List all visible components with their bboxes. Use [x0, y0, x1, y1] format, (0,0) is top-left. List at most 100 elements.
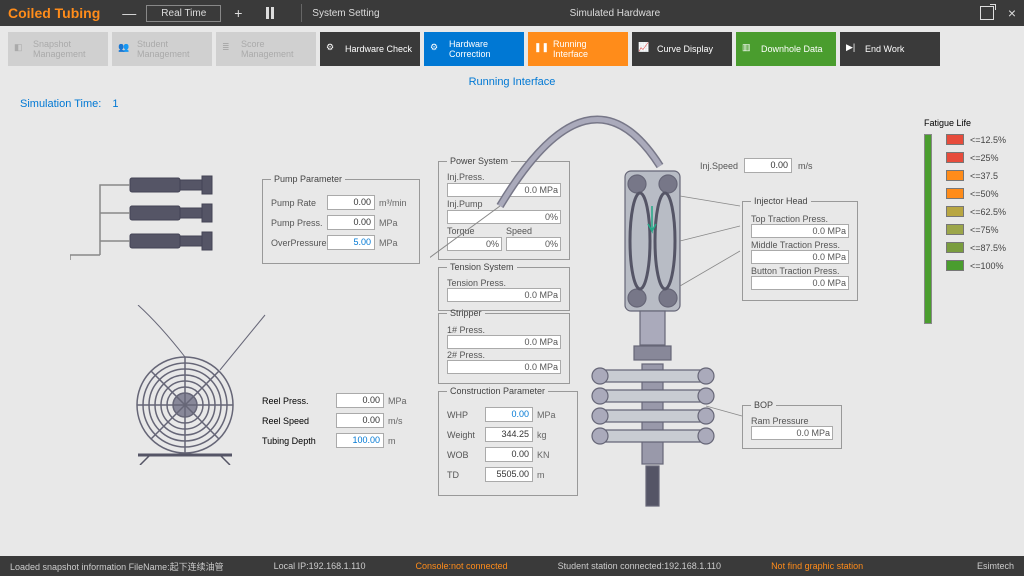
pump-diagram	[70, 170, 220, 260]
bop-panel: BOP Ram Pressure 0.0 MPa	[742, 400, 842, 449]
readout-value: 0.00	[327, 215, 375, 230]
tab-score-management[interactable]: ≣ Score Management	[216, 32, 316, 66]
minus-button[interactable]: —	[118, 5, 140, 21]
reel-readouts: Reel Press.0.00MPa Reel Speed0.00m/s Tubin…	[262, 388, 420, 453]
readout-row: Pump Press.0.00 MPa	[271, 215, 411, 230]
fatigue-swatch	[946, 134, 964, 145]
tab-label: Running Interface	[553, 39, 622, 59]
tab-label: End Work	[865, 44, 904, 54]
tab-downhole-data[interactable]: ▥ Downhole Data	[736, 32, 836, 66]
readout-value: 5.00	[327, 235, 375, 250]
pause-icon[interactable]	[259, 7, 281, 19]
injector-value: 0.0 MPa	[751, 224, 849, 238]
tab-label: Curve Display	[657, 44, 713, 54]
injector-value: 0.0 MPa	[751, 276, 849, 290]
readout-label: Reel Press.	[262, 396, 336, 406]
top-bar: Coiled Tubing — Real Time + System Setti…	[0, 0, 1024, 26]
close-icon[interactable]: ×	[1008, 5, 1016, 21]
fatigue-legend-item: <=37.5	[946, 170, 1006, 181]
fatigue-legend-item: <=12.5%	[946, 134, 1006, 145]
fatigue-swatch	[946, 260, 964, 271]
tab-hardware-correction[interactable]: ⚙ Hardware Correction	[424, 32, 524, 66]
tab-label: Hardware Correction	[449, 39, 518, 59]
bop-legend: BOP	[751, 400, 776, 410]
fatigue-legend-item: <=50%	[946, 188, 1006, 199]
fatigue-legend-item: <=62.5%	[946, 206, 1006, 217]
fatigue-label: Fatigue Life	[924, 118, 1006, 128]
fatigue-legend-item: <=87.5%	[946, 242, 1006, 253]
readout-value: 0.00	[327, 195, 375, 210]
tab-icon: ◧	[14, 42, 28, 56]
readout-label: Tubing Depth	[262, 436, 336, 446]
fatigue-legend-label: <=87.5%	[970, 243, 1006, 253]
fatigue-swatch	[946, 152, 964, 163]
tab-running-interface[interactable]: ❚❚ Running Interface	[528, 32, 628, 66]
injector-label: Middle Traction Press.	[751, 240, 840, 250]
tab-icon: ⚙	[326, 42, 340, 56]
inj-speed-unit: m/s	[798, 161, 813, 171]
fatigue-legend-label: <=50%	[970, 189, 999, 199]
readout-unit: m	[388, 436, 420, 446]
tab-icon: ≣	[222, 42, 236, 56]
fatigue-swatch	[946, 188, 964, 199]
sim-time-value: 1	[112, 98, 118, 110]
readout-label: Pump Press.	[271, 218, 327, 228]
sim-time-label: Simulation Time:	[20, 98, 101, 110]
pump-param-legend: Pump Parameter	[271, 174, 345, 184]
tab-bar: ◧ Snapshot Management 👥 Student Management ≣…	[0, 26, 1024, 70]
status-console: Console:not connected	[416, 561, 508, 571]
ram-pressure-value: 0.0 MPa	[751, 426, 833, 440]
tab-label: Student Management	[137, 39, 206, 59]
fatigue-legend-label: <=25%	[970, 153, 999, 163]
ram-pressure-label: Ram Pressure	[751, 416, 809, 426]
fatigue-legend-label: <=75%	[970, 225, 999, 235]
status-local-ip: Local IP:192.168.1.110	[274, 561, 366, 571]
tab-label: Snapshot Management	[33, 39, 102, 59]
tab-end-work[interactable]: ▶| End Work	[840, 32, 940, 66]
readout-row: Pump Rate0.00m³/min	[271, 195, 411, 210]
tab-label: Hardware Check	[345, 44, 412, 54]
readout-unit: MPa	[379, 238, 411, 248]
tab-icon: 👥	[118, 42, 132, 56]
tab-icon: ▥	[742, 42, 756, 56]
tab-snapshot-management[interactable]: ◧ Snapshot Management	[8, 32, 108, 66]
divider	[301, 4, 302, 22]
fatigue-swatch	[946, 224, 964, 235]
readout-row: Reel Speed0.00m/s	[262, 413, 420, 428]
readout-unit: m³/min	[379, 198, 411, 208]
readout-row: Tubing Depth100.00m	[262, 433, 420, 448]
system-setting-menu[interactable]: System Setting	[312, 8, 379, 19]
readout-label: OverPressure	[271, 238, 327, 248]
plus-button[interactable]: +	[227, 5, 249, 21]
fatigue-legend-item: <=75%	[946, 224, 1006, 235]
tab-icon: 📈	[638, 42, 652, 56]
inj-speed-value: 0.00	[744, 158, 792, 173]
fatigue-life-panel: Fatigue Life <=12.5% <=25% <=37.5 <=50% <=62…	[924, 118, 1006, 324]
simulated-hardware-menu[interactable]: Simulated Hardware	[570, 8, 661, 19]
fatigue-bar	[924, 134, 932, 324]
realtime-button[interactable]: Real Time	[146, 5, 221, 22]
fatigue-legend-item: <=25%	[946, 152, 1006, 163]
status-bar: Loaded snapshot information FileName:起下连…	[0, 556, 1024, 576]
tab-label: Downhole Data	[761, 44, 823, 54]
reel-diagram	[100, 305, 270, 465]
fatigue-legend-label: <=37.5	[970, 171, 998, 181]
tab-label: Score Management	[241, 39, 310, 59]
pump-parameter-panel: Pump Parameter Pump Rate0.00m³/minPump P…	[262, 174, 420, 264]
tab-icon: ❚❚	[534, 42, 548, 56]
tab-icon: ⚙	[430, 42, 444, 56]
fatigue-legend-label: <=12.5%	[970, 135, 1006, 145]
tab-student-management[interactable]: 👥 Student Management	[112, 32, 212, 66]
readout-unit: m/s	[388, 416, 420, 426]
tab-curve-display[interactable]: 📈 Curve Display	[632, 32, 732, 66]
injector-label: Button Traction Press.	[751, 266, 840, 276]
tab-icon: ▶|	[846, 42, 860, 56]
tab-hardware-check[interactable]: ⚙ Hardware Check	[320, 32, 420, 66]
readout-row: Reel Press.0.00MPa	[262, 393, 420, 408]
popout-icon[interactable]	[980, 6, 994, 20]
readout-value: 0.00	[336, 393, 384, 408]
readout-row: OverPressure5.00 MPa	[271, 235, 411, 250]
readout-unit: MPa	[379, 218, 411, 228]
fatigue-legend-label: <=100%	[970, 261, 1004, 271]
fatigue-legend-item: <=100%	[946, 260, 1006, 271]
